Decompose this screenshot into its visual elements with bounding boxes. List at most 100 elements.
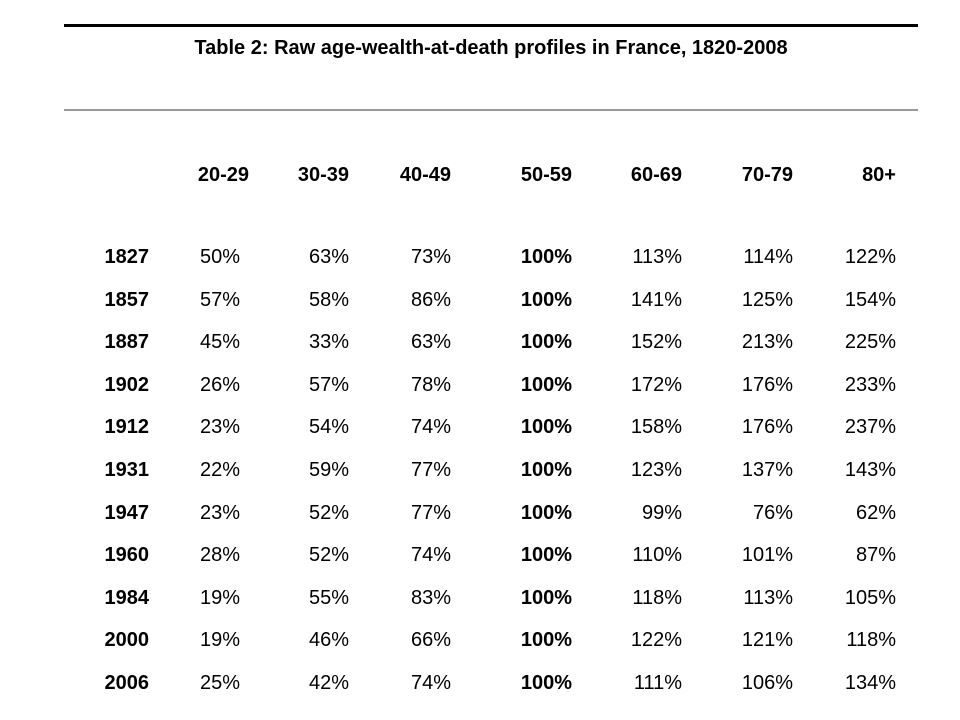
year-cell: 1960: [104, 544, 150, 567]
value-cell: 55%: [308, 586, 349, 609]
table-row: 2000 19% 46% 66% 100% 122% 121% 118%: [64, 619, 918, 662]
year-cell: 1902: [104, 373, 150, 396]
value-cell: 76%: [752, 501, 793, 524]
table-row: 1931 22% 59% 77% 100% 123% 137% 143%: [64, 449, 918, 492]
value-cell: 74%: [410, 544, 451, 567]
header-cell-50-59: 50-59: [520, 164, 572, 186]
value-cell: 141%: [630, 288, 682, 311]
table-row: 1887 45% 33% 63% 100% 152% 213% 225%: [64, 321, 918, 364]
value-cell: 63%: [410, 331, 451, 354]
header-cell-40-49: 40-49: [399, 164, 451, 186]
value-cell: 74%: [410, 671, 451, 694]
value-cell: 118%: [632, 586, 682, 609]
year-cell: 1931: [104, 458, 150, 481]
value-cell: 58%: [308, 288, 349, 311]
top-rule: [64, 24, 918, 27]
value-cell: 33%: [308, 331, 349, 354]
value-cell: 134%: [844, 671, 896, 694]
value-cell: 46%: [308, 629, 349, 652]
value-cell: 59%: [308, 458, 349, 481]
value-cell: 143%: [844, 458, 896, 481]
value-cell: 176%: [741, 416, 793, 439]
value-cell: 73%: [410, 246, 451, 268]
header-cell-corner: [64, 157, 149, 193]
value-cell: 100%: [520, 629, 572, 652]
value-cell: 63%: [308, 246, 349, 268]
year-cell: 2000: [104, 629, 150, 652]
value-cell: 99%: [641, 501, 682, 524]
header-cell-80-plus: 80+: [862, 164, 896, 186]
value-cell: 45%: [199, 331, 240, 354]
value-cell: 77%: [410, 501, 451, 524]
title-divider: [64, 109, 918, 111]
table-row: 1960 28% 52% 74% 100% 110% 101% 87%: [64, 534, 918, 577]
value-cell: 100%: [520, 501, 572, 524]
table-row: 1984 19% 55% 83% 100% 118% 113% 105%: [64, 577, 918, 620]
value-cell: 137%: [741, 458, 793, 481]
value-cell: 100%: [520, 331, 572, 354]
value-cell: 28%: [199, 544, 240, 567]
value-cell: 121%: [741, 629, 793, 652]
value-cell: 100%: [520, 586, 572, 609]
value-cell: 113%: [743, 586, 793, 609]
value-cell: 100%: [520, 373, 572, 396]
value-cell: 52%: [308, 501, 349, 524]
value-cell: 176%: [741, 373, 793, 396]
value-cell: 52%: [308, 544, 349, 567]
value-cell: 118%: [846, 629, 896, 652]
value-cell: 233%: [844, 373, 896, 396]
value-cell: 54%: [308, 416, 349, 439]
value-cell: 105%: [844, 586, 896, 609]
year-cell: 1984: [104, 586, 150, 609]
value-cell: 152%: [630, 331, 682, 354]
value-cell: 57%: [308, 373, 349, 396]
value-cell: 26%: [199, 373, 240, 396]
value-cell: 111%: [633, 671, 682, 694]
value-cell: 225%: [844, 331, 896, 354]
value-cell: 106%: [741, 671, 793, 694]
year-cell: 1912: [104, 416, 150, 439]
table-row: 1827 50% 63% 73% 100% 113% 114% 122%: [64, 236, 918, 279]
value-cell: 86%: [410, 288, 451, 311]
year-cell: 1827: [104, 246, 150, 268]
value-cell: 100%: [520, 288, 572, 311]
value-cell: 19%: [199, 586, 240, 609]
value-cell: 19%: [199, 629, 240, 652]
value-cell: 100%: [520, 416, 572, 439]
value-cell: 42%: [308, 671, 349, 694]
header-cell-20-29: 20-29: [197, 164, 249, 186]
header-cell-30-39: 30-39: [297, 164, 349, 186]
value-cell: 101%: [741, 544, 793, 567]
value-cell: 122%: [844, 246, 896, 268]
table-row: 2006 25% 42% 74% 100% 111% 106% 134%: [64, 662, 918, 705]
value-cell: 50%: [199, 246, 240, 268]
value-cell: 123%: [630, 458, 682, 481]
value-cell: 125%: [741, 288, 793, 311]
value-cell: 77%: [410, 458, 451, 481]
value-cell: 237%: [844, 416, 896, 439]
value-cell: 154%: [844, 288, 896, 311]
value-cell: 87%: [855, 544, 896, 567]
header-cell-60-69: 60-69: [630, 164, 682, 186]
value-cell: 172%: [630, 373, 682, 396]
value-cell: 57%: [199, 288, 240, 311]
header-row: 20-29 30-39 40-49 50-59 60-69 70-79 80+: [64, 157, 918, 193]
value-cell: 113%: [632, 246, 682, 268]
value-cell: 22%: [199, 458, 240, 481]
value-cell: 100%: [520, 458, 572, 481]
value-cell: 100%: [520, 246, 572, 268]
value-cell: 158%: [630, 416, 682, 439]
table-body: 1827 50% 63% 73% 100% 113% 114% 122% 185…: [64, 236, 918, 705]
value-cell: 62%: [855, 501, 896, 524]
value-cell: 100%: [520, 544, 572, 567]
value-cell: 114%: [743, 246, 793, 268]
table-title: Table 2: Raw age-wealth-at-death profile…: [194, 37, 788, 59]
year-cell: 1887: [104, 331, 150, 354]
value-cell: 83%: [410, 586, 451, 609]
value-cell: 110%: [632, 544, 682, 567]
year-cell: 1857: [104, 288, 150, 311]
value-cell: 122%: [630, 629, 682, 652]
value-cell: 213%: [741, 331, 793, 354]
table-row: 1912 23% 54% 74% 100% 158% 176% 237%: [64, 406, 918, 449]
table-row: 1902 26% 57% 78% 100% 172% 176% 233%: [64, 364, 918, 407]
